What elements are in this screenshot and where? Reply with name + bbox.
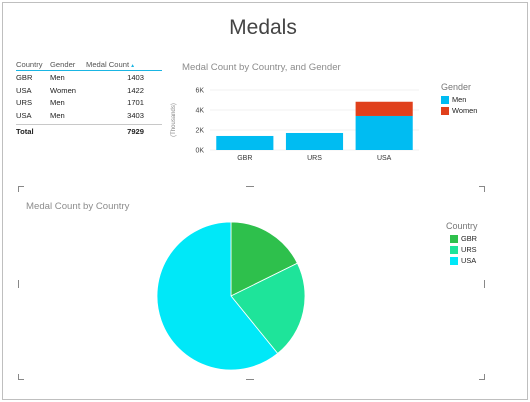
column-header-country[interactable]: Country — [16, 59, 43, 69]
cell-country: URS — [16, 98, 33, 108]
table-row: USA Men 3403 — [16, 109, 162, 122]
pie-legend-title: Country — [446, 221, 478, 231]
table-row: USA Women 1422 — [16, 84, 162, 97]
total-label: Total — [16, 126, 34, 136]
legend-item-women[interactable]: Women — [441, 106, 477, 115]
pie-chart[interactable] — [150, 214, 315, 379]
legend-swatch-women — [441, 106, 449, 115]
legend-label-usa: USA — [461, 256, 477, 265]
focus-corner-handle[interactable] — [18, 374, 24, 380]
x-tick-label: USA — [377, 155, 392, 162]
legend-label-urs: URS — [461, 245, 477, 254]
bar-usa-women[interactable] — [355, 101, 413, 116]
bar-gbr-men[interactable] — [216, 135, 274, 150]
focus-corner-handle[interactable] — [18, 186, 24, 192]
y-tick-label: 0K — [195, 148, 204, 155]
cell-country: USA — [16, 111, 32, 121]
legend-item-urs[interactable]: URS — [450, 245, 477, 254]
legend-swatch-men — [441, 95, 449, 104]
bar-urs-men[interactable] — [285, 132, 344, 150]
focus-edge-handle[interactable] — [246, 186, 254, 188]
cell-gender: Men — [50, 72, 65, 82]
legend-item-usa[interactable]: USA — [450, 256, 476, 265]
report-title: Medals — [229, 16, 297, 39]
bar-legend-title: Gender — [441, 82, 472, 92]
table-row: URS Men 1701 — [16, 97, 162, 110]
sort-ascending-icon: ▲ — [130, 62, 136, 69]
cell-medal-count: 1403 — [127, 72, 144, 82]
pie-slice-urs[interactable] — [230, 262, 306, 355]
focus-edge-handle[interactable] — [18, 280, 20, 288]
legend-swatch-gbr — [450, 234, 458, 243]
y-axis-label: (Thousands) — [171, 103, 177, 137]
x-tick-label: GBR — [237, 155, 252, 162]
focus-corner-handle[interactable] — [479, 374, 485, 380]
total-value: 7929 — [127, 126, 144, 136]
legend-item-men[interactable]: Men — [441, 95, 466, 104]
cell-country: GBR — [16, 72, 33, 82]
cell-medal-count: 1701 — [127, 98, 144, 108]
bar-usa-men[interactable] — [355, 115, 413, 150]
stacked-bar-chart[interactable]: (Thousands) 0K 2K 4K 6K GBR URS USA — [165, 80, 430, 166]
cell-gender: Men — [50, 98, 65, 108]
legend-item-gbr[interactable]: GBR — [450, 234, 477, 243]
legend-label-gbr: GBR — [461, 234, 478, 243]
cell-medal-count: 1422 — [127, 85, 144, 95]
medal-table[interactable]: Country Gender Medal Count▲ GBR Men 1403… — [16, 58, 162, 137]
pie-slice-usa[interactable] — [156, 221, 279, 371]
pie-slice-gbr[interactable] — [230, 221, 298, 297]
column-header-medal-count-label: Medal Count — [86, 59, 130, 69]
cell-medal-count: 3403 — [127, 111, 144, 121]
bar-chart-title: Medal Count by Country, and Gender — [182, 62, 341, 73]
y-tick-label: 4K — [195, 108, 204, 115]
legend-swatch-urs — [450, 245, 458, 254]
pie-chart-title: Medal Count by Country — [26, 201, 130, 212]
legend-swatch-usa — [450, 256, 458, 265]
cell-gender: Women — [50, 85, 77, 95]
table-row: GBR Men 1403 — [16, 71, 162, 84]
focus-corner-handle[interactable] — [479, 186, 485, 192]
legend-label-men: Men — [452, 95, 467, 104]
y-tick-label: 2K — [195, 128, 204, 135]
legend-label-women: Women — [452, 106, 478, 115]
column-header-gender[interactable]: Gender — [50, 59, 76, 69]
focus-edge-handle[interactable] — [483, 280, 485, 288]
table-total-row: Total 7929 — [16, 124, 162, 137]
cell-country: USA — [16, 85, 32, 95]
cell-gender: Men — [50, 111, 65, 121]
y-tick-label: 6K — [195, 88, 204, 95]
x-tick-label: URS — [307, 155, 322, 162]
column-header-medal-count[interactable]: Medal Count▲ — [86, 60, 162, 69]
table-header-row: Country Gender Medal Count▲ — [16, 58, 162, 71]
focus-edge-handle[interactable] — [246, 378, 254, 380]
